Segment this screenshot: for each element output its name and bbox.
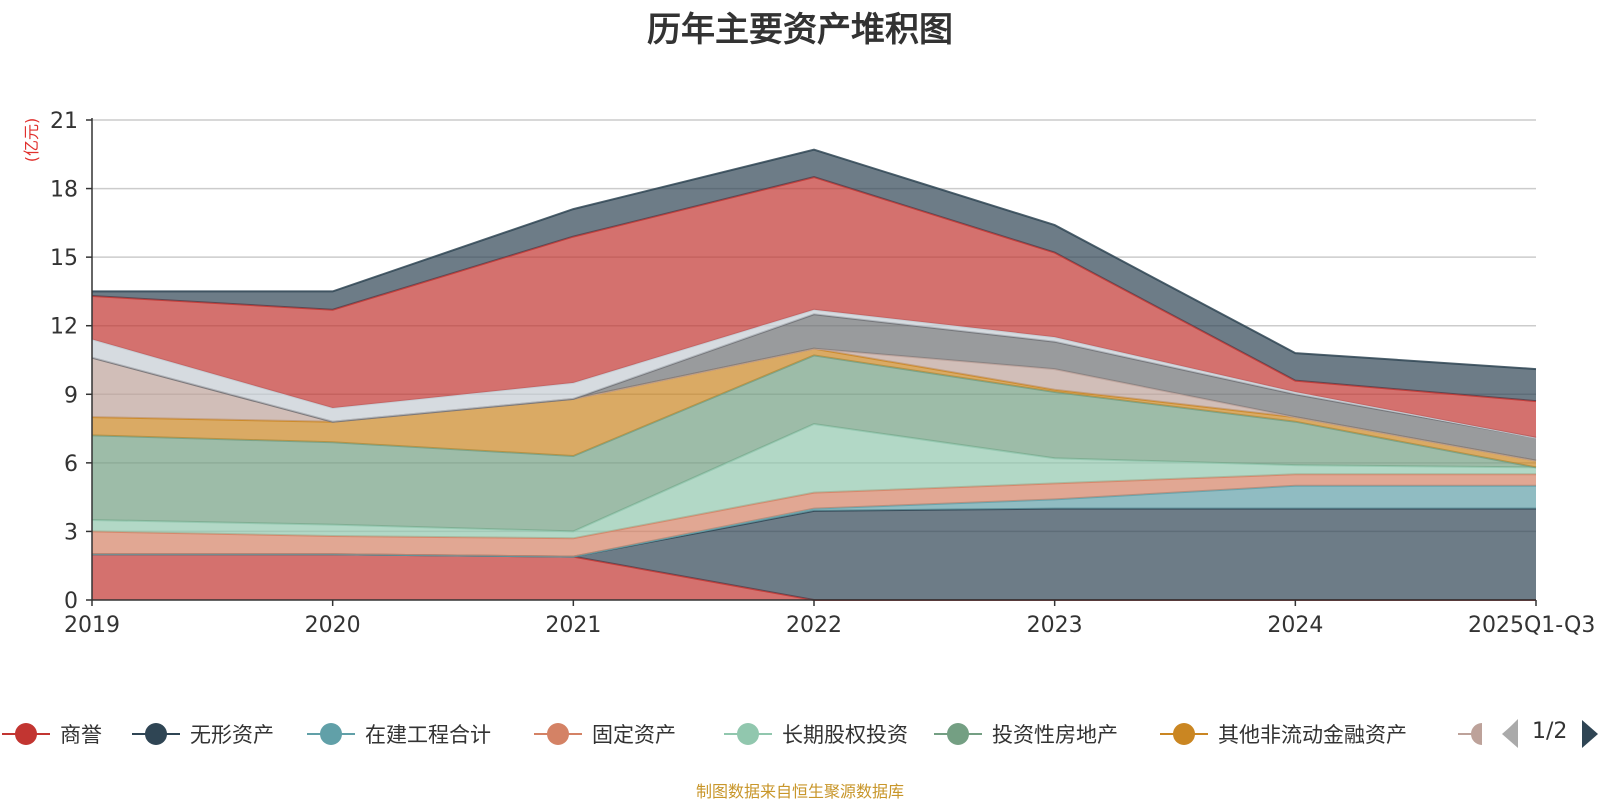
legend-item[interactable]: 投资性房地产: [932, 716, 1118, 752]
area-series-4: [92, 474, 1536, 557]
x-tick-label: 2020: [305, 613, 361, 638]
chart-title: 历年主要资产堆积图: [647, 10, 953, 50]
legend-marker-icon: [934, 723, 982, 745]
legend-label: 在建工程合计: [365, 723, 491, 747]
legend-marker-icon: [132, 723, 180, 745]
y-axis-unit-label: (亿元): [22, 118, 41, 163]
y-tick-label: 0: [64, 589, 78, 614]
legend-item[interactable]: 其他非流动金融资产: [1158, 716, 1407, 752]
area-series-10: [92, 309, 1536, 438]
legend-label: 商誉: [60, 723, 102, 747]
legend-label: 固定资产: [592, 723, 676, 747]
x-tick-label: 2022: [786, 613, 842, 638]
area-layer: [91, 148, 1537, 601]
area-series-3: [92, 485, 1536, 557]
y-tick-label: 9: [64, 383, 78, 408]
legend-next-arrow-icon[interactable]: [1582, 720, 1598, 748]
area-series-1: [92, 554, 1536, 600]
legend-label: 投资性房地产: [992, 723, 1118, 747]
legend-item[interactable]: 无形资产: [130, 716, 274, 752]
legend-page-indicator: 1/2: [1532, 719, 1568, 744]
legend-marker-icon: [534, 723, 582, 745]
area-series-6: [92, 355, 1536, 532]
area-series-11: [92, 177, 1536, 438]
y-tick-label: 15: [50, 246, 78, 271]
area-series-2: [92, 508, 1536, 600]
x-tick-label: 2023: [1027, 613, 1083, 638]
y-tick-label: 21: [50, 109, 78, 134]
legend-label: 其他非流动金融资产: [1218, 723, 1407, 747]
legend-label: 长期股权投资: [782, 723, 908, 747]
area-series-5: [92, 424, 1536, 539]
y-tick-label: 6: [64, 452, 78, 477]
y-tick-label: 12: [50, 315, 78, 340]
legend-marker-icon: [2, 723, 50, 745]
legend-item[interactable]: 长期股权投资: [722, 716, 908, 752]
x-tick-label: 2021: [545, 613, 601, 638]
legend-item[interactable]: 在建工程合计: [305, 716, 491, 752]
legend-pager: 1/2: [1498, 716, 1600, 752]
area-series-9: [92, 314, 1536, 461]
x-tick-label: 2024: [1267, 613, 1323, 638]
legend-marker-icon: [307, 723, 355, 745]
area-series-line-12: [92, 148, 1537, 371]
y-tick-label: 18: [50, 178, 78, 203]
legend-marker-icon: [1160, 723, 1208, 745]
legend-marker-icon: [1458, 723, 1482, 745]
legend-item[interactable]: 固定资产: [532, 716, 676, 752]
y-tick-label: 3: [64, 520, 78, 545]
legend-prev-arrow-icon[interactable]: [1502, 720, 1518, 748]
axis-layer: 0 3 6 9 12 15 18 21 2019 2020 2021 2022 2023 2024 2025…: [50, 109, 1595, 638]
source-note: 制图数据来自恒生聚源数据库: [695, 782, 904, 801]
legend-item-clipped[interactable]: [1456, 716, 1482, 752]
x-tick-label: 2025Q1-Q3: [1468, 613, 1595, 638]
legend-label: 无形资产: [190, 723, 274, 747]
area-series-7: [92, 348, 1536, 468]
legend-marker-icon: [724, 723, 772, 745]
legend-item[interactable]: 商誉: [0, 716, 102, 752]
x-tick-label: 2019: [64, 613, 120, 638]
